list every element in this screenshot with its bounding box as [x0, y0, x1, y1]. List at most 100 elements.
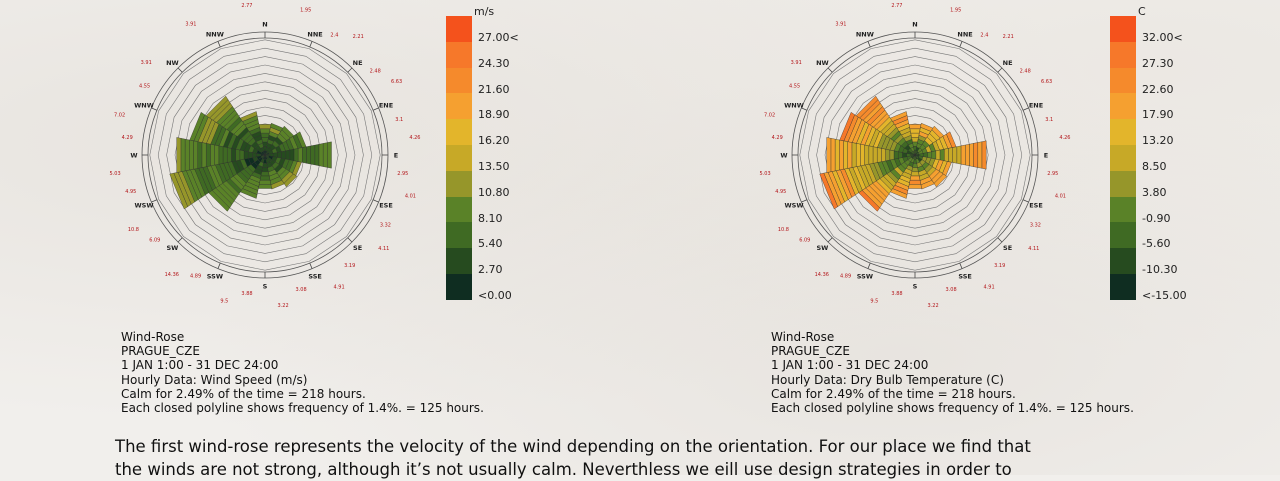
petal-segment	[248, 151, 253, 159]
inner-frequency-label: 2.95	[1047, 171, 1058, 177]
petal-segment	[169, 172, 188, 210]
direction-label-ESE: ESE	[379, 202, 393, 210]
petal-segment	[318, 143, 324, 167]
max-frequency-label: 3.91	[791, 60, 802, 66]
petal-E	[264, 141, 332, 169]
legend-label: 13.50	[478, 160, 510, 173]
max-frequency-label: 10.8	[128, 227, 139, 233]
petal-segment	[909, 175, 921, 181]
petal-segment	[908, 124, 922, 129]
petal-NW	[855, 95, 916, 156]
petal-segment	[881, 148, 886, 162]
inner-frequency-label: 2.48	[370, 68, 381, 74]
direction-label-S: S	[913, 283, 918, 291]
frequency-ring	[807, 47, 1023, 263]
legend-color-cell	[1110, 196, 1136, 223]
direction-tick	[217, 262, 221, 269]
max-frequency-label: 4.11	[1028, 246, 1039, 252]
direction-tick	[1022, 107, 1029, 111]
petal-WSW	[819, 154, 916, 210]
direction-label-N: N	[262, 21, 267, 29]
direction-label-SW: SW	[166, 244, 178, 252]
petal-segment	[952, 146, 958, 164]
max-frequency-label: 9.5	[870, 298, 878, 304]
max-frequency-label: 2.21	[1003, 34, 1014, 40]
petal-segment	[214, 144, 219, 166]
petal-ENE	[264, 131, 307, 156]
info-title: Wind-Rose	[121, 330, 185, 344]
petal-segment	[306, 145, 311, 165]
inner-frequency-label: 2.4	[980, 33, 988, 39]
petal-segment	[260, 171, 270, 177]
max-frequency-label: 5.03	[760, 171, 771, 177]
petal-segment	[909, 128, 921, 134]
direction-tick	[347, 237, 353, 243]
legend-label: -0.90	[1142, 211, 1171, 225]
petals	[819, 95, 987, 212]
legend-label: 3.80	[1142, 185, 1167, 199]
max-frequency-label: 6.63	[391, 79, 402, 85]
direction-label-NW: NW	[166, 59, 179, 67]
petal-segment	[258, 124, 272, 129]
petal-segment	[201, 142, 207, 168]
inner-frequency-label: 6.09	[799, 238, 810, 244]
legend-label: -10.30	[1142, 263, 1178, 277]
petal-segment	[856, 143, 861, 167]
petal-segment	[227, 147, 232, 163]
direction-tick	[801, 199, 808, 203]
petal-segment	[956, 145, 962, 165]
legend-color-cell	[446, 144, 472, 171]
direction-label-W: W	[130, 152, 137, 160]
info-data: Hourly Data: Wind Speed (m/s)	[121, 372, 308, 387]
inner-frequency-label: 4.95	[125, 189, 136, 195]
inner-frequency-label: 4.29	[122, 135, 133, 141]
direction-label-SSE: SSE	[308, 273, 322, 281]
inner-frequency-label: 3.1	[1045, 117, 1053, 123]
petal-SW	[858, 154, 916, 212]
legend-color-cell	[1110, 248, 1136, 274]
petal-segment	[969, 143, 974, 167]
petal-segment	[298, 147, 303, 163]
petal-segment	[847, 141, 853, 169]
inner-frequency-label: 3.08	[946, 287, 957, 293]
petal-NNE	[914, 122, 934, 156]
direction-label-NE: NE	[1003, 59, 1013, 67]
max-frequency-label: 3.22	[278, 303, 289, 309]
inner-frequency-label: 3.19	[344, 263, 355, 269]
petal-S	[908, 154, 922, 189]
max-frequency-label: 4.91	[984, 285, 995, 291]
info-station: PRAGUE_CZE	[771, 344, 850, 359]
max-frequency-label: 2.21	[353, 34, 364, 40]
info-calm: Calm for 2.49% of the time = 218 hours.	[771, 386, 1016, 401]
max-frequency-label: 2.77	[241, 3, 252, 9]
petal-segment	[231, 148, 236, 162]
petal-segment	[890, 111, 908, 122]
petal-segment	[826, 137, 832, 173]
petal-segment	[189, 139, 194, 171]
inner-frequency-label: 3.19	[994, 263, 1005, 269]
legend-color-cell	[1110, 41, 1136, 68]
direction-label-NNE: NNE	[957, 31, 972, 39]
petal-segment	[261, 137, 269, 143]
petal-E	[914, 140, 987, 170]
max-frequency-label: 4.01	[1055, 194, 1066, 200]
petal-segment	[819, 172, 838, 210]
petal-segment	[868, 145, 874, 165]
petal-SSE	[264, 154, 285, 190]
inner-frequency-label: 2.48	[1020, 68, 1031, 74]
legend-label: 10.80	[478, 185, 510, 199]
petal-SSW	[240, 154, 266, 199]
inner-frequency-label: 3.32	[380, 222, 391, 228]
petal-segment	[910, 132, 920, 138]
inner-frequency-label: 2.4	[330, 33, 338, 39]
direction-tick	[217, 41, 221, 48]
petal-segment	[302, 146, 307, 164]
petal-NNW	[240, 111, 266, 156]
speed-info-block: Wind-Rose PRAGUE_CZE 1 JAN 1:00 - 31 DEC…	[121, 330, 484, 415]
max-frequency-label: 2.77	[891, 3, 902, 9]
petal-segment	[310, 144, 316, 166]
max-frequency-label: 3.22	[928, 303, 939, 309]
direction-tick	[867, 262, 871, 269]
petal-segment	[877, 147, 882, 163]
direction-label-SE: SE	[353, 244, 362, 252]
